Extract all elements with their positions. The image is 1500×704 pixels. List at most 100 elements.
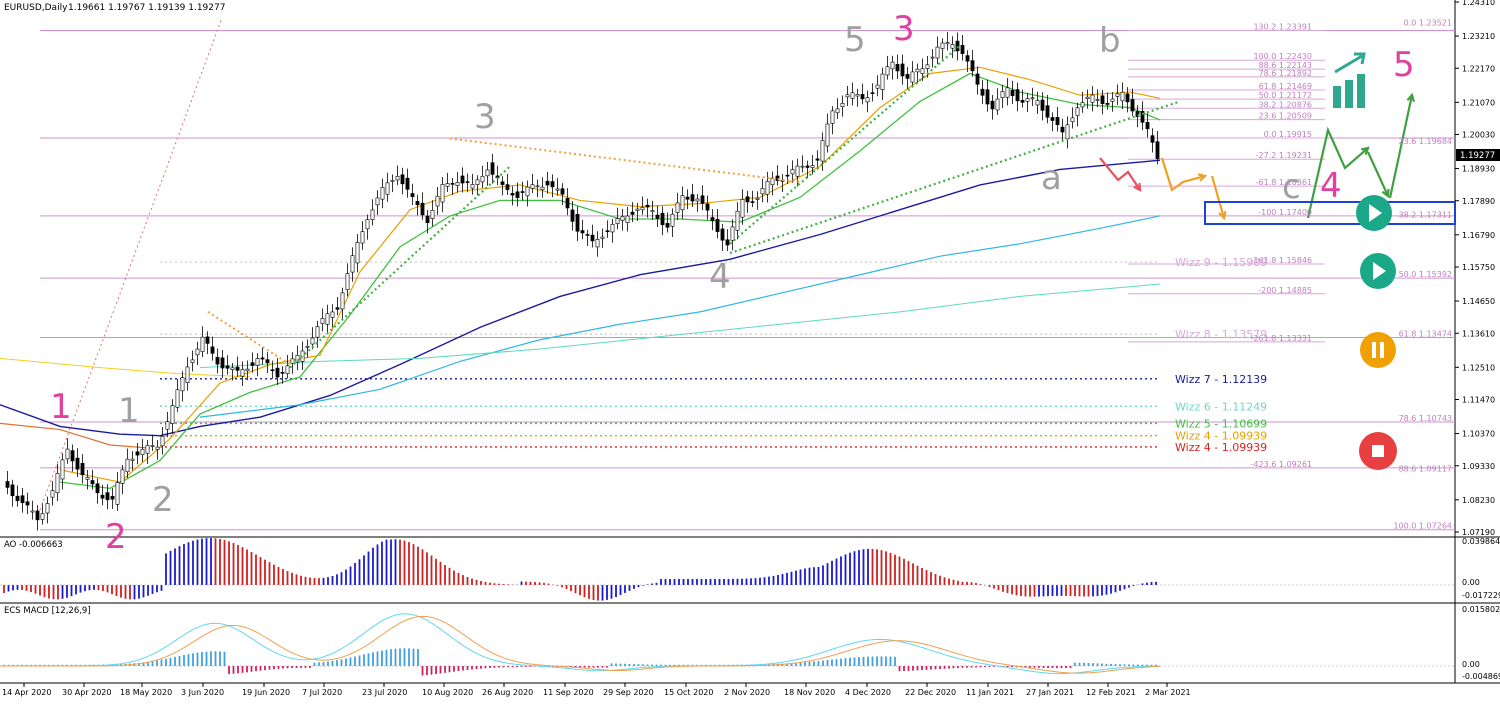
price-tick-label: 1.16790 (1462, 231, 1495, 240)
candle-body (555, 188, 560, 191)
wizz-label: Wizz 6 - 1.11249 (1175, 400, 1267, 413)
candle-body (765, 181, 770, 195)
time-tick-label: 27 Jan 2021 (1026, 688, 1074, 697)
candle-body (910, 71, 915, 83)
candle-body (345, 273, 350, 291)
price-tick-label: 1.18930 (1462, 165, 1495, 174)
candle-body (1110, 98, 1115, 102)
moving-averages (0, 66, 1161, 490)
candle-body (580, 230, 585, 234)
candle-body (375, 197, 380, 206)
stop-button-icon[interactable] (1359, 432, 1397, 470)
forecast-arrow-green (1388, 94, 1414, 199)
candle-body (820, 140, 825, 162)
candle-body (750, 201, 755, 203)
candle-body (390, 180, 395, 182)
fib-label: 88.6 1.22143 (1259, 61, 1312, 70)
wizz-lines (160, 261, 1160, 448)
candle-body (970, 60, 975, 72)
macd-tick-label: 0.00 (1462, 660, 1480, 669)
candle-body (960, 45, 965, 54)
pause-button-icon[interactable] (1360, 332, 1396, 368)
candle-body (810, 165, 815, 168)
fib-label: 50.0 1.21172 (1259, 91, 1312, 100)
time-tick-label: 4 Dec 2020 (845, 688, 891, 697)
candle-body (215, 356, 220, 365)
candle-body (260, 357, 265, 360)
candle-body (420, 202, 425, 216)
fib-label: 100.0 1.22430 (1253, 52, 1312, 61)
candle-body (915, 68, 920, 73)
macd-tick-label: 0.0158024 (1462, 605, 1500, 614)
wave-label: 5 (844, 20, 866, 60)
candle-body (55, 473, 60, 494)
fib-label: 23.6 1.20509 (1259, 112, 1312, 121)
candle-body (195, 348, 200, 356)
candle-body (285, 365, 290, 374)
candle-body (825, 123, 830, 147)
wave-label: 4 (709, 257, 731, 297)
time-tick-label: 11 Jan 2021 (966, 688, 1014, 697)
wave-label: 4 (1320, 166, 1342, 206)
candle-body (715, 219, 720, 232)
ao-axis: 0.039864 0.00 -0.017229 (1462, 537, 1500, 600)
candle-body (975, 73, 980, 85)
candle-body (335, 307, 340, 310)
candle-body (185, 366, 190, 383)
candle-body (745, 196, 750, 203)
play-button-icon[interactable] (1360, 253, 1396, 289)
candle-body (845, 94, 850, 98)
candle-body (450, 183, 455, 185)
candle-body (785, 174, 790, 177)
candle-body (875, 84, 880, 89)
candle-body (320, 318, 325, 324)
price-tick-label: 1.10370 (1462, 430, 1495, 439)
candle-body (115, 482, 120, 505)
candle-body (1010, 89, 1015, 96)
candle-body (505, 184, 510, 190)
candle-body (490, 162, 495, 175)
candle-body (730, 226, 735, 241)
wave-label: 3 (893, 9, 915, 49)
trend-lines (39, 17, 1181, 511)
time-axis: 14 Apr 2020 30 Apr 2020 18 May 2020 3 Jun 2… (2, 683, 1191, 697)
candle-body (5, 481, 10, 488)
time-tick-label: 12 Feb 2021 (1086, 688, 1136, 697)
candle-body (1045, 105, 1050, 118)
candle-body (855, 94, 860, 97)
candle-body (890, 61, 895, 70)
candle-body (65, 448, 70, 460)
candle-body (625, 215, 630, 223)
candle-body (1125, 93, 1130, 103)
candle-body (570, 209, 575, 222)
price-tick-label: 1.12510 (1462, 363, 1495, 372)
price-tick-label: 1.21070 (1462, 98, 1495, 107)
candle-body (920, 68, 925, 74)
play-button-icon[interactable] (1356, 195, 1392, 231)
wave-label: 1 (50, 387, 72, 427)
candle-body (365, 219, 370, 230)
candle-body (755, 197, 760, 200)
target-zone-box (1204, 201, 1456, 225)
candle-body (545, 180, 550, 186)
ma-200-line (0, 159, 1161, 437)
fib-label: 78.6 1.10743 (1399, 414, 1452, 423)
candle-body (645, 204, 650, 208)
candle-body (635, 208, 640, 211)
candle-body (895, 64, 900, 72)
candle-body (1030, 97, 1035, 100)
forecast-arrow-green-head (1360, 146, 1370, 155)
fib-label: -27.2 1.19231 (1256, 151, 1312, 160)
candle-body (120, 469, 125, 484)
candle-body (350, 255, 355, 273)
candle-body (415, 201, 420, 206)
time-tick-label: 11 Sep 2020 (543, 688, 594, 697)
candle-body (945, 42, 950, 45)
time-tick-label: 7 Jul 2020 (302, 688, 342, 697)
candle-body (255, 358, 260, 366)
candle-body (405, 177, 410, 190)
candle-body (1070, 117, 1075, 123)
candle-body (1015, 89, 1020, 102)
fib-label: 61.8 1.21469 (1259, 82, 1312, 91)
